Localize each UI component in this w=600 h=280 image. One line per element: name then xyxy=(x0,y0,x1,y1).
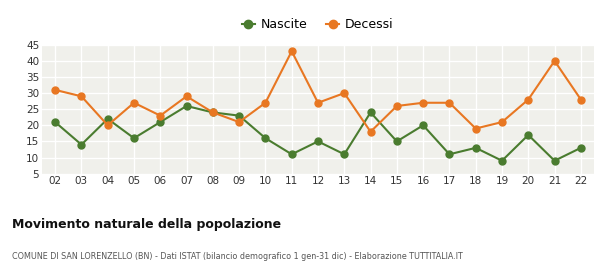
Nascite xyxy=(499,159,506,162)
Line: Decessi: Decessi xyxy=(52,48,584,135)
Decessi xyxy=(288,50,295,53)
Decessi xyxy=(393,104,400,108)
Nascite xyxy=(577,146,584,150)
Nascite xyxy=(183,104,190,108)
Nascite xyxy=(524,133,532,137)
Nascite xyxy=(367,111,374,114)
Nascite xyxy=(78,143,85,146)
Decessi xyxy=(367,130,374,134)
Decessi xyxy=(262,101,269,104)
Nascite xyxy=(209,111,217,114)
Nascite xyxy=(52,120,59,124)
Nascite xyxy=(446,153,453,156)
Nascite xyxy=(236,114,243,117)
Nascite xyxy=(130,137,137,140)
Decessi xyxy=(419,101,427,104)
Nascite xyxy=(472,146,479,150)
Nascite xyxy=(288,153,295,156)
Decessi xyxy=(78,95,85,98)
Decessi xyxy=(52,88,59,92)
Nascite xyxy=(551,159,558,162)
Decessi xyxy=(577,98,584,101)
Nascite xyxy=(393,140,400,143)
Nascite xyxy=(104,117,112,121)
Decessi xyxy=(209,111,217,114)
Decessi xyxy=(446,101,453,104)
Decessi xyxy=(524,98,532,101)
Decessi xyxy=(499,120,506,124)
Decessi xyxy=(157,114,164,117)
Decessi xyxy=(472,127,479,130)
Nascite xyxy=(262,137,269,140)
Nascite xyxy=(341,153,348,156)
Decessi xyxy=(551,59,558,63)
Line: Nascite: Nascite xyxy=(52,102,584,164)
Nascite xyxy=(314,140,322,143)
Decessi xyxy=(314,101,322,104)
Nascite xyxy=(157,120,164,124)
Decessi xyxy=(183,95,190,98)
Decessi xyxy=(104,124,112,127)
Decessi xyxy=(130,101,137,104)
Text: Movimento naturale della popolazione: Movimento naturale della popolazione xyxy=(12,218,281,231)
Nascite xyxy=(419,124,427,127)
Text: COMUNE DI SAN LORENZELLO (BN) - Dati ISTAT (bilancio demografico 1 gen-31 dic) -: COMUNE DI SAN LORENZELLO (BN) - Dati IST… xyxy=(12,252,463,261)
Decessi xyxy=(236,120,243,124)
Decessi xyxy=(341,91,348,95)
Legend: Nascite, Decessi: Nascite, Decessi xyxy=(237,13,399,36)
